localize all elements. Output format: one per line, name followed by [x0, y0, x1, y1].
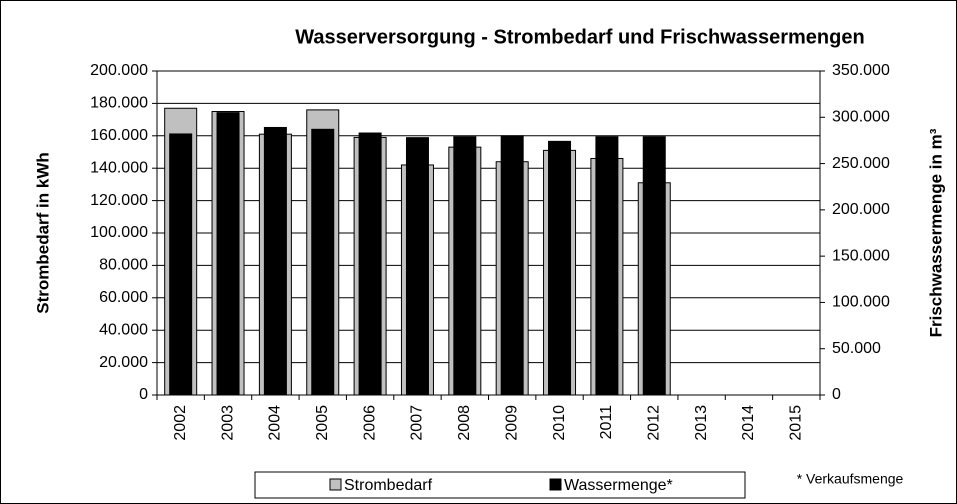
bar — [311, 128, 335, 396]
x-tick-label: 2012 — [645, 405, 662, 441]
y2-tick-label: 200.000 — [832, 201, 890, 218]
x-tick-label: 2007 — [409, 405, 426, 441]
bar — [595, 136, 619, 396]
footnote: * Verkaufsmenge — [797, 471, 904, 487]
legend-label: Wassermenge* — [564, 477, 673, 494]
y-tick-label: 40.000 — [99, 321, 148, 338]
y2-tick-label: 50.000 — [832, 340, 881, 357]
x-tick-label: 2011 — [598, 405, 615, 440]
legend-swatch — [549, 478, 562, 491]
legend-swatch — [329, 478, 342, 491]
y2-tick-label: 300.000 — [832, 109, 890, 126]
bar — [453, 136, 477, 396]
chart-title: Wasserversorgung - Strombedarf und Frisc… — [295, 26, 864, 48]
x-tick-label: 2004 — [267, 405, 284, 441]
bar — [216, 112, 240, 396]
x-tick-label: 2010 — [551, 405, 568, 441]
x-tick-label: 2009 — [503, 405, 520, 441]
bar — [358, 132, 382, 396]
x-tick-label: 2002 — [172, 405, 189, 441]
y2-tick-label: 0 — [832, 386, 841, 403]
bar — [263, 126, 287, 396]
y2-axis-label: Frischwassermenge in m³ — [926, 128, 945, 337]
y2-tick-label: 350.000 — [832, 62, 890, 79]
x-tick-label: 2005 — [314, 405, 331, 441]
y-tick-label: 100.000 — [90, 224, 148, 241]
bar — [405, 137, 429, 396]
y-tick-label: 80.000 — [99, 257, 148, 274]
y-tick-label: 20.000 — [99, 354, 148, 371]
x-tick-label: 2003 — [219, 405, 236, 441]
y-tick-label: 140.000 — [90, 159, 148, 176]
x-tick-label: 2013 — [693, 405, 710, 441]
y-axis-label: Strombedarf in kWh — [33, 152, 52, 314]
y2-tick-label: 250.000 — [832, 155, 890, 172]
y2-tick-label: 100.000 — [832, 294, 890, 311]
x-tick-label: 2015 — [788, 405, 805, 441]
legend-label: Strombedarf — [344, 477, 433, 494]
y-tick-label: 60.000 — [99, 289, 148, 306]
x-tick-label: 2008 — [456, 405, 473, 441]
bar — [500, 135, 524, 396]
x-tick-label: 2014 — [740, 405, 757, 441]
bar — [642, 136, 666, 396]
bar — [169, 133, 193, 396]
y-tick-label: 180.000 — [90, 95, 148, 112]
y-tick-label: 0 — [139, 386, 148, 403]
x-tick-label: 2006 — [361, 405, 378, 441]
y-tick-label: 120.000 — [90, 192, 148, 209]
y-tick-label: 200.000 — [90, 62, 148, 79]
bar — [548, 140, 572, 396]
y-tick-label: 160.000 — [90, 127, 148, 144]
y2-tick-label: 150.000 — [832, 247, 890, 264]
